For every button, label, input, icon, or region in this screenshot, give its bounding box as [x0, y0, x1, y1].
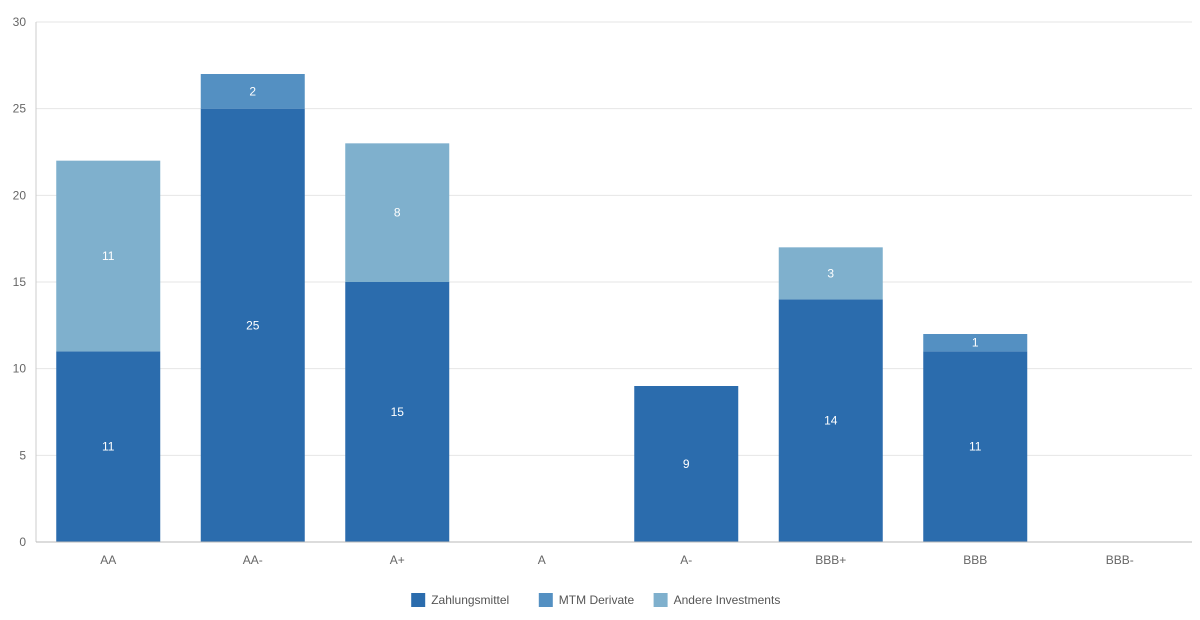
- y-tick-label: 20: [13, 188, 27, 202]
- bar-data-label: 1: [972, 336, 979, 350]
- bar-data-label: 11: [969, 440, 982, 454]
- bar-segment[interactable]: [200, 108, 305, 543]
- legend-label: Andere Investments: [674, 593, 781, 607]
- x-axis: AA AA- A+ A A- BBB+ BBB BBB-: [36, 541, 1192, 567]
- bar-data-label: 25: [246, 318, 260, 332]
- legend-label: Zahlungsmittel: [431, 593, 509, 607]
- bar-data-label: 14: [824, 414, 838, 428]
- y-axis: 0 5 10 15 20 25 30: [13, 15, 37, 549]
- legend-item[interactable]: Zahlungsmittel: [411, 593, 509, 607]
- x-tick-label: A+: [390, 553, 405, 567]
- legend-swatch: [411, 593, 426, 607]
- x-tick-label: BBB+: [815, 553, 846, 567]
- bar-segment[interactable]: [778, 247, 883, 300]
- x-tick-label: BBB: [963, 553, 987, 567]
- bar-segment[interactable]: [923, 334, 1028, 352]
- bar-data-label: 9: [683, 457, 690, 471]
- bar-segment[interactable]: [345, 143, 450, 282]
- bar-data-label: 11: [102, 249, 115, 263]
- bar-segment[interactable]: [634, 386, 739, 542]
- bar-data-label: 15: [391, 405, 405, 419]
- y-tick-label: 0: [19, 535, 26, 549]
- x-tick-label: A: [538, 553, 546, 567]
- y-tick-label: 30: [13, 15, 27, 29]
- legend-item[interactable]: MTM Derivate: [538, 593, 635, 607]
- y-tick-label: 5: [19, 448, 26, 462]
- bar-segment[interactable]: [56, 351, 161, 542]
- bar-segment[interactable]: [200, 74, 305, 109]
- legend-swatch: [653, 593, 668, 607]
- legend[interactable]: Zahlungsmittel MTM Derivate Andere Investm…: [411, 593, 780, 607]
- bar-data-label: 3: [827, 266, 834, 280]
- bar-segment[interactable]: [345, 282, 450, 542]
- legend-item[interactable]: Andere Investments: [653, 593, 781, 607]
- legend-swatch: [538, 593, 553, 607]
- y-tick-label: 15: [13, 275, 27, 289]
- x-tick-label: AA: [100, 553, 116, 567]
- bar-data-label: 8: [394, 206, 401, 220]
- legend-label: MTM Derivate: [559, 593, 635, 607]
- y-tick-label: 10: [13, 362, 27, 376]
- x-tick-label: A-: [680, 553, 692, 567]
- bar-data-label: 2: [249, 84, 256, 98]
- x-tick-label: BBB-: [1106, 553, 1134, 567]
- bar-segment[interactable]: [778, 299, 883, 542]
- x-tick-label: AA-: [243, 553, 263, 567]
- bar-data-label: 11: [102, 440, 115, 454]
- bar-segment[interactable]: [923, 351, 1028, 542]
- bar-segment[interactable]: [56, 160, 161, 352]
- y-tick-label: 25: [13, 102, 27, 116]
